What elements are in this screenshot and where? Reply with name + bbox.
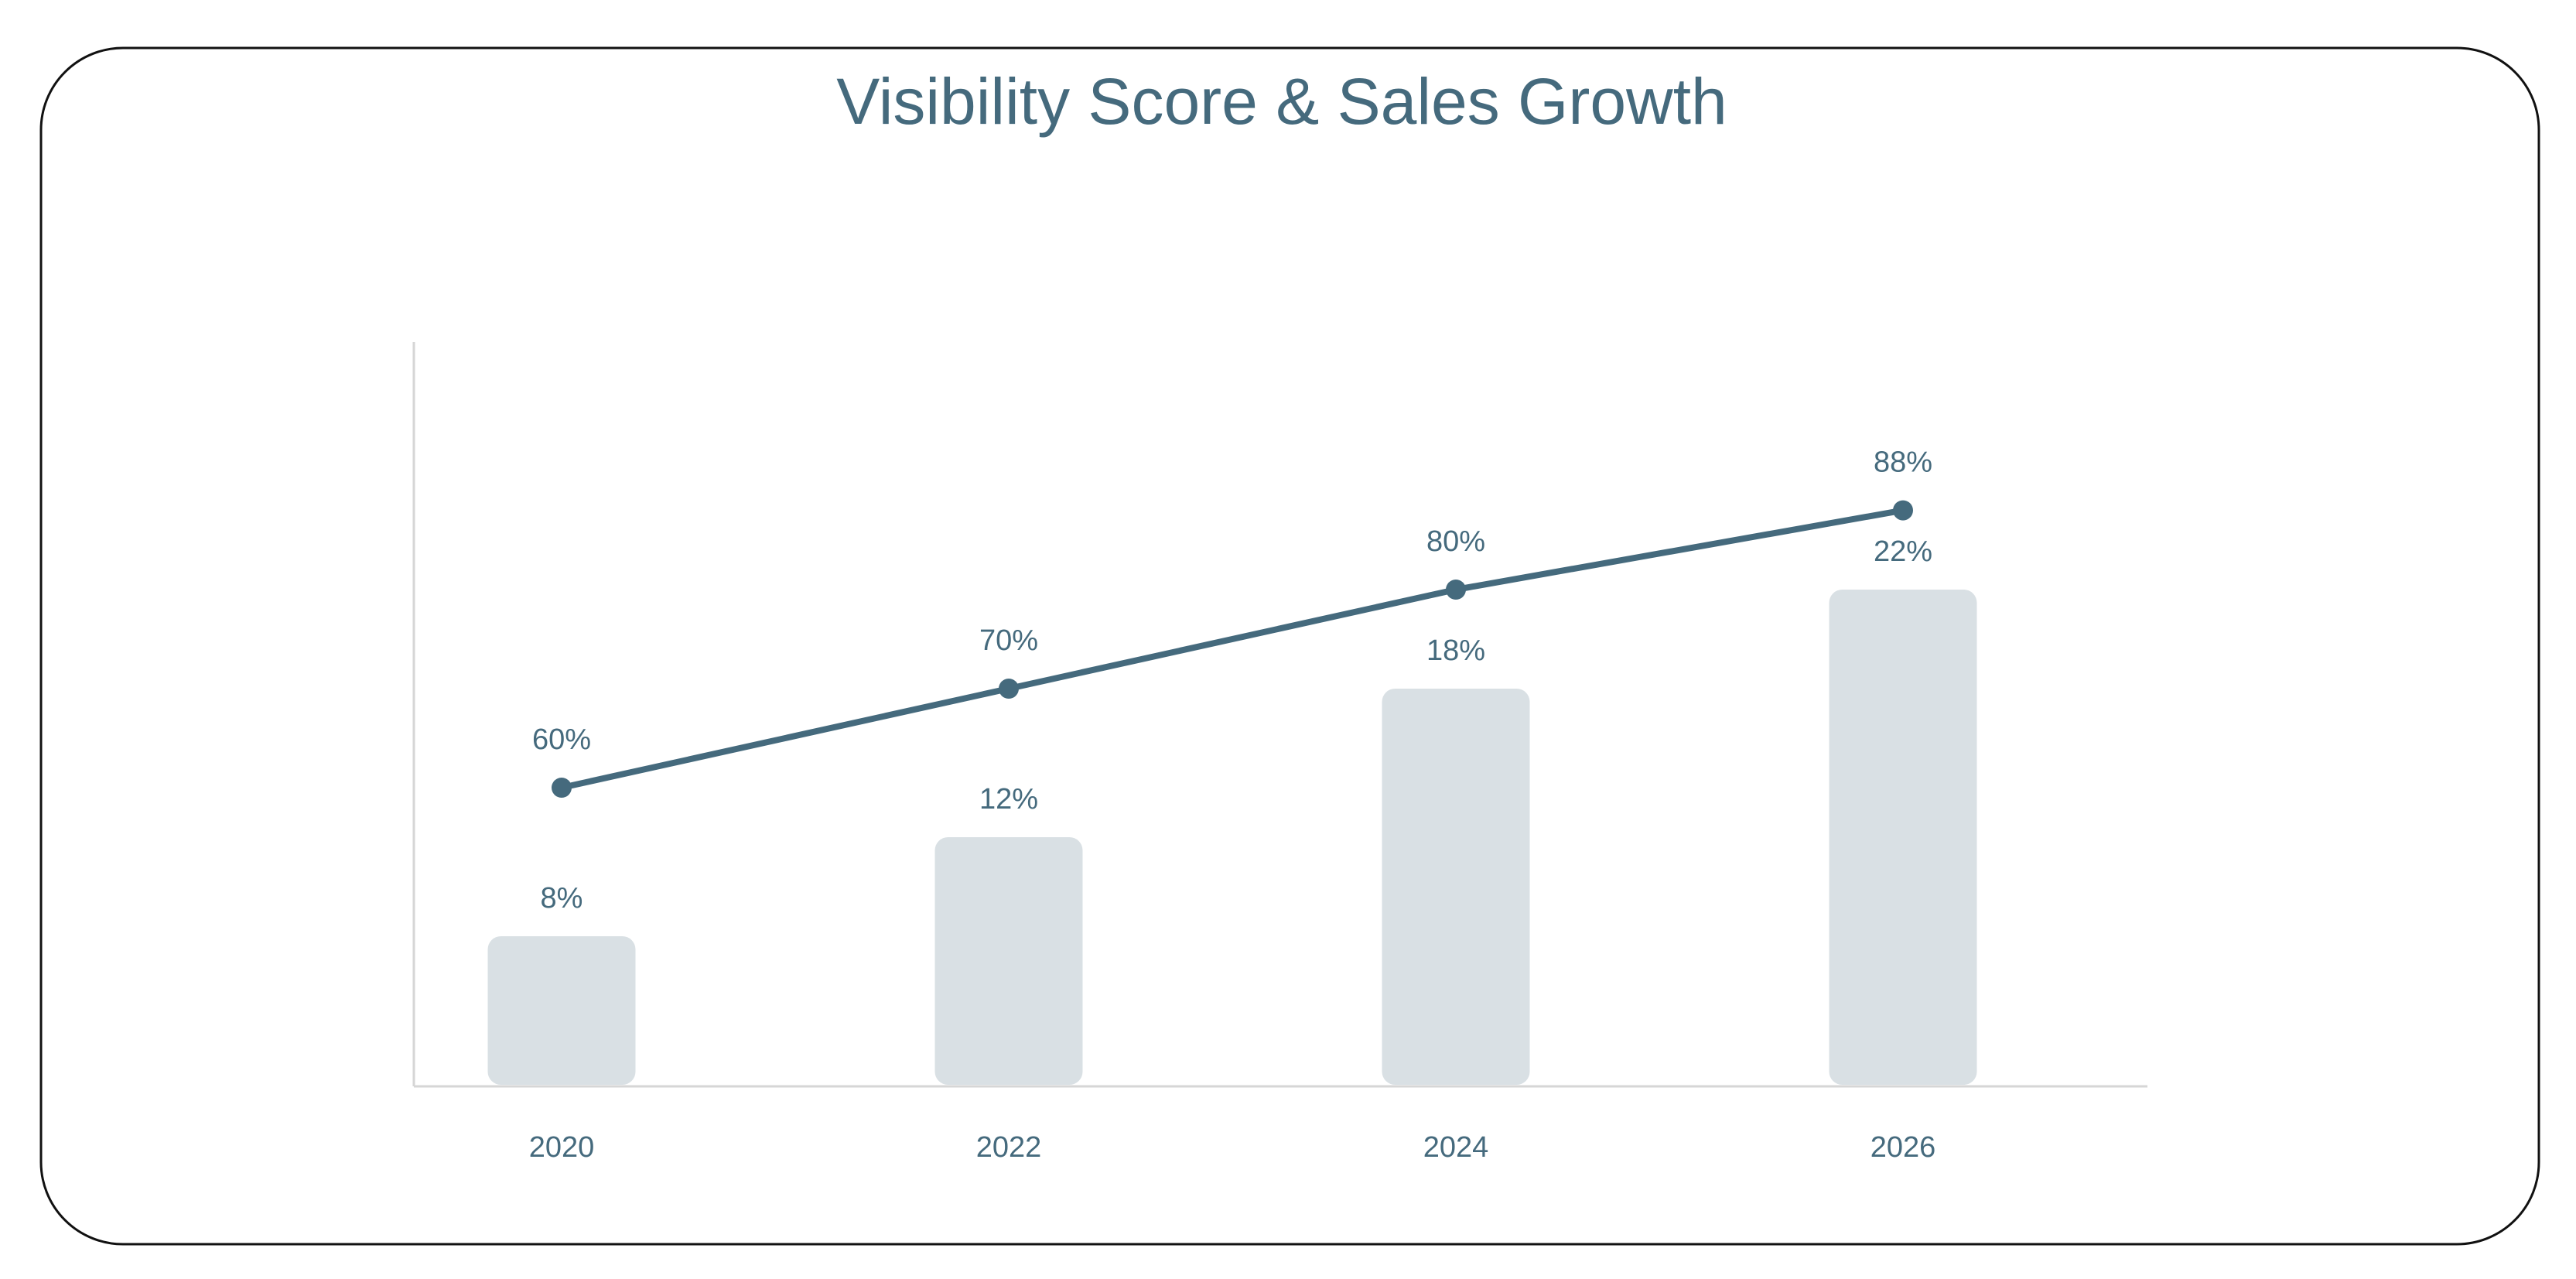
bar-value-label: 8% [541, 882, 583, 915]
x-tick-label: 2020 [529, 1131, 595, 1164]
x-tick-label: 2022 [976, 1131, 1042, 1164]
line-point [1893, 500, 1913, 521]
line-value-label: 70% [979, 624, 1038, 657]
bar-value-label: 18% [1426, 634, 1485, 667]
line-value-label: 80% [1426, 525, 1485, 558]
line-point [999, 679, 1019, 699]
bar [1382, 689, 1530, 1085]
line-point [552, 778, 572, 798]
bar-value-label: 12% [979, 783, 1038, 816]
x-tick-label: 2026 [1871, 1131, 1936, 1164]
bar-value-label: 22% [1874, 535, 1932, 568]
line [561, 507, 1904, 791]
line-value-label: 60% [532, 723, 591, 756]
bar [934, 837, 1083, 1085]
chart-title: Visibility Score & Sales Growth [836, 65, 1727, 138]
line-value-label: 88% [1874, 446, 1932, 479]
line-point [1446, 580, 1466, 600]
bar [1829, 590, 1977, 1085]
card [39, 46, 2540, 1246]
bar [487, 936, 636, 1085]
x-tick-label: 2024 [1423, 1131, 1489, 1164]
